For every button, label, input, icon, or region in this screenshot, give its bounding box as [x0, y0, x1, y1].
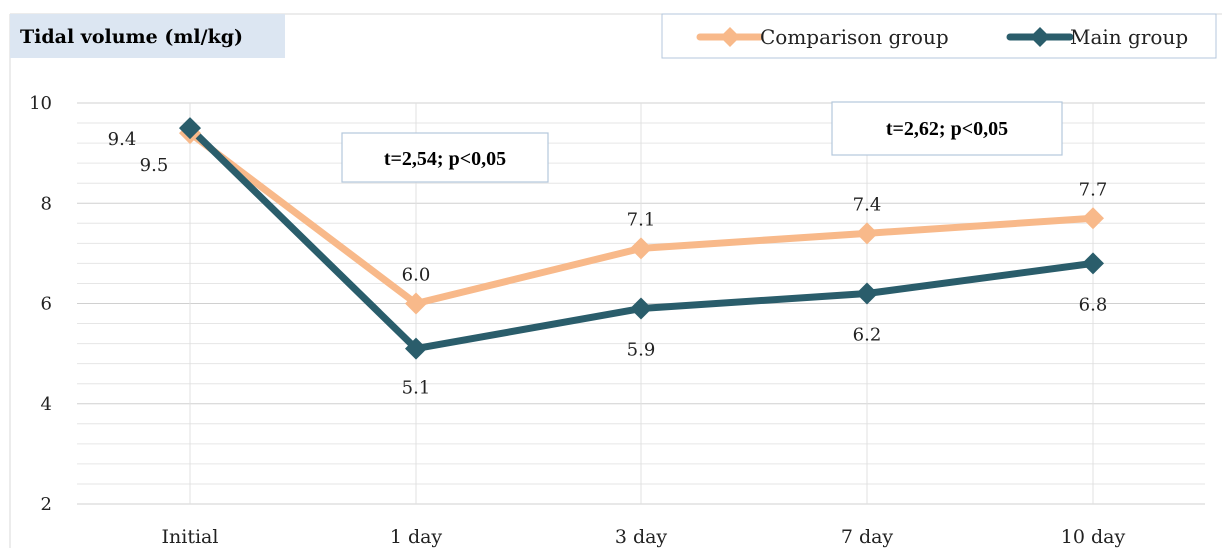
series-layer: [179, 117, 1104, 360]
data-label: 7.4: [853, 194, 882, 215]
data-point-marker: [179, 117, 201, 140]
data-label: 7.7: [1079, 179, 1108, 200]
x-tick-label: 3 day: [615, 526, 668, 548]
data-label: 6.8: [1079, 294, 1108, 315]
gridlines: [77, 102, 1205, 505]
x-tick-label: 7 day: [841, 526, 894, 548]
x-tick-label: Initial: [162, 526, 219, 548]
data-point-marker: [405, 337, 427, 360]
chart-title-background: [10, 14, 285, 58]
data-label: 5.1: [402, 378, 431, 399]
annotation-text-2: t=2,62; p<0,05: [886, 118, 1008, 140]
data-point-marker: [1082, 207, 1104, 230]
y-tick-label: 6: [41, 294, 52, 315]
data-point-marker: [630, 297, 652, 320]
chart-title: Tidal volume (ml/kg): [20, 26, 243, 48]
x-tick-label: 10 day: [1061, 526, 1126, 548]
data-label: 9.4: [108, 129, 137, 150]
annotation-text-1: t=2,54; p<0,05: [384, 148, 506, 170]
data-label: 6.0: [402, 265, 431, 286]
legend: Comparison group Main group: [696, 25, 1188, 49]
data-point-marker: [405, 292, 427, 315]
data-point-marker: [856, 282, 878, 305]
y-tick-label: 4: [41, 394, 52, 415]
annotation-box-1: [341, 132, 549, 183]
y-tick-label: 8: [41, 193, 52, 214]
legend-label: Main group: [1070, 25, 1188, 49]
legend-marker: [1030, 27, 1050, 47]
data-label: 7.1: [627, 209, 656, 230]
data-label: 5.9: [627, 340, 656, 361]
data-labels: 9.4 6.0 7.1 7.4 7.7 9.5 5.1 5.9 6.2 6.8: [108, 129, 1108, 399]
data-label: 6.2: [853, 324, 882, 345]
y-tick-label: 10: [29, 93, 52, 114]
y-axis-ticks: 2 4 6 8 10: [29, 93, 52, 515]
legend-marker: [720, 27, 740, 47]
y-tick-label: 2: [41, 494, 52, 515]
data-label: 9.5: [140, 155, 169, 176]
x-axis-ticks: Initial 1 day 3 day 7 day 10 day: [162, 526, 1126, 548]
data-point-marker: [630, 237, 652, 260]
annotation-box-2: [831, 101, 1063, 156]
x-tick-label: 1 day: [390, 526, 443, 548]
legend-label: Comparison group: [760, 25, 949, 49]
data-point-marker: [856, 222, 878, 245]
data-point-marker: [1082, 252, 1104, 275]
